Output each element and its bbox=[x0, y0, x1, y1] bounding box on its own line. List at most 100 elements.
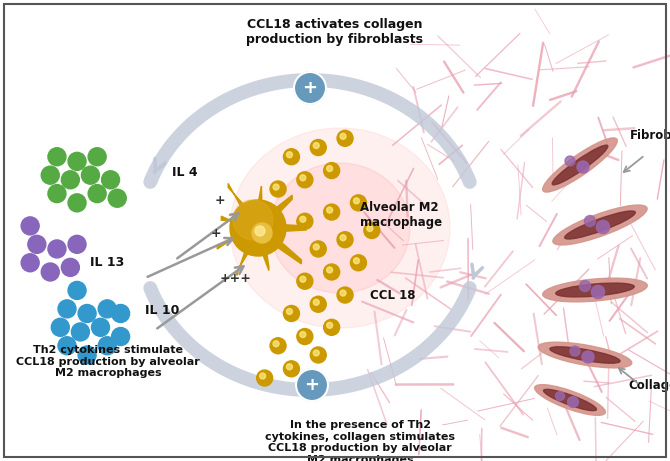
Circle shape bbox=[88, 148, 106, 166]
Text: Th2 cytokines stimulate
CCL18 production by alveolar
M2 macrophages: Th2 cytokines stimulate CCL18 production… bbox=[16, 345, 200, 378]
Circle shape bbox=[270, 338, 286, 354]
Circle shape bbox=[570, 346, 580, 356]
Circle shape bbox=[300, 331, 306, 337]
Circle shape bbox=[340, 235, 346, 241]
Circle shape bbox=[68, 235, 86, 254]
Circle shape bbox=[314, 299, 319, 305]
Circle shape bbox=[337, 130, 353, 146]
Circle shape bbox=[327, 207, 332, 213]
Circle shape bbox=[48, 184, 66, 203]
Text: +: + bbox=[304, 376, 320, 394]
Circle shape bbox=[340, 133, 346, 139]
Circle shape bbox=[82, 166, 99, 184]
Circle shape bbox=[310, 241, 326, 257]
Polygon shape bbox=[258, 223, 306, 233]
Text: +: + bbox=[302, 79, 318, 97]
Circle shape bbox=[300, 216, 306, 222]
Circle shape bbox=[364, 223, 380, 238]
Polygon shape bbox=[237, 226, 263, 275]
Circle shape bbox=[42, 166, 59, 184]
Text: Fibroblasts: Fibroblasts bbox=[630, 129, 670, 142]
Circle shape bbox=[297, 213, 313, 229]
Circle shape bbox=[337, 232, 353, 248]
Circle shape bbox=[230, 200, 286, 256]
Ellipse shape bbox=[552, 145, 608, 185]
Circle shape bbox=[314, 350, 319, 356]
Circle shape bbox=[582, 351, 594, 363]
Text: CCL18 activates collagen
production by fibroblasts: CCL18 activates collagen production by f… bbox=[247, 18, 423, 46]
Circle shape bbox=[287, 152, 292, 158]
Circle shape bbox=[350, 255, 366, 271]
Circle shape bbox=[58, 300, 76, 318]
Circle shape bbox=[98, 300, 116, 318]
Circle shape bbox=[21, 217, 39, 235]
Circle shape bbox=[273, 184, 279, 190]
Circle shape bbox=[354, 258, 359, 264]
Circle shape bbox=[297, 172, 313, 188]
Text: +: + bbox=[214, 194, 225, 207]
Circle shape bbox=[310, 296, 326, 312]
Text: +: + bbox=[210, 226, 221, 240]
Polygon shape bbox=[228, 183, 262, 231]
Polygon shape bbox=[253, 186, 263, 228]
Ellipse shape bbox=[543, 138, 617, 192]
Circle shape bbox=[555, 391, 565, 401]
Circle shape bbox=[327, 165, 332, 171]
Circle shape bbox=[68, 194, 86, 212]
Circle shape bbox=[340, 290, 346, 296]
Circle shape bbox=[62, 171, 79, 189]
Polygon shape bbox=[221, 216, 259, 233]
Polygon shape bbox=[255, 224, 302, 264]
Circle shape bbox=[98, 337, 116, 355]
Circle shape bbox=[300, 276, 306, 282]
Circle shape bbox=[300, 175, 306, 181]
Ellipse shape bbox=[538, 342, 632, 368]
Circle shape bbox=[88, 184, 106, 203]
Polygon shape bbox=[253, 227, 269, 271]
Text: Alveolar M2
macrophage: Alveolar M2 macrophage bbox=[360, 201, 442, 229]
Circle shape bbox=[324, 319, 340, 335]
Circle shape bbox=[324, 163, 340, 178]
Text: +++: +++ bbox=[220, 272, 252, 284]
Circle shape bbox=[367, 225, 373, 231]
Text: Collagen: Collagen bbox=[628, 378, 670, 391]
Circle shape bbox=[78, 304, 96, 323]
Ellipse shape bbox=[550, 347, 620, 363]
Polygon shape bbox=[255, 195, 292, 231]
Ellipse shape bbox=[230, 128, 450, 328]
Circle shape bbox=[354, 198, 359, 204]
Circle shape bbox=[565, 156, 575, 166]
Ellipse shape bbox=[270, 163, 410, 293]
Ellipse shape bbox=[535, 384, 606, 415]
Text: CCL 18: CCL 18 bbox=[370, 289, 415, 301]
Circle shape bbox=[297, 329, 313, 344]
Circle shape bbox=[78, 346, 96, 364]
Circle shape bbox=[102, 171, 119, 189]
Circle shape bbox=[310, 347, 326, 363]
Circle shape bbox=[324, 204, 340, 220]
Circle shape bbox=[255, 226, 265, 236]
Ellipse shape bbox=[565, 211, 635, 239]
Circle shape bbox=[314, 142, 319, 148]
Circle shape bbox=[48, 240, 66, 258]
Text: IL 4: IL 4 bbox=[172, 165, 198, 178]
Circle shape bbox=[327, 322, 332, 328]
Text: IL 13: IL 13 bbox=[90, 255, 124, 268]
Circle shape bbox=[273, 341, 279, 347]
Circle shape bbox=[68, 152, 86, 171]
Circle shape bbox=[283, 306, 299, 321]
Ellipse shape bbox=[543, 278, 647, 302]
Circle shape bbox=[327, 267, 332, 273]
Circle shape bbox=[233, 200, 273, 240]
Circle shape bbox=[72, 323, 89, 341]
Circle shape bbox=[350, 195, 366, 211]
Circle shape bbox=[337, 287, 353, 303]
Circle shape bbox=[297, 273, 313, 289]
Ellipse shape bbox=[556, 283, 634, 297]
Circle shape bbox=[324, 264, 340, 280]
Circle shape bbox=[109, 189, 126, 207]
Circle shape bbox=[294, 72, 326, 104]
Circle shape bbox=[260, 373, 265, 379]
Circle shape bbox=[577, 161, 589, 173]
Circle shape bbox=[287, 364, 292, 370]
